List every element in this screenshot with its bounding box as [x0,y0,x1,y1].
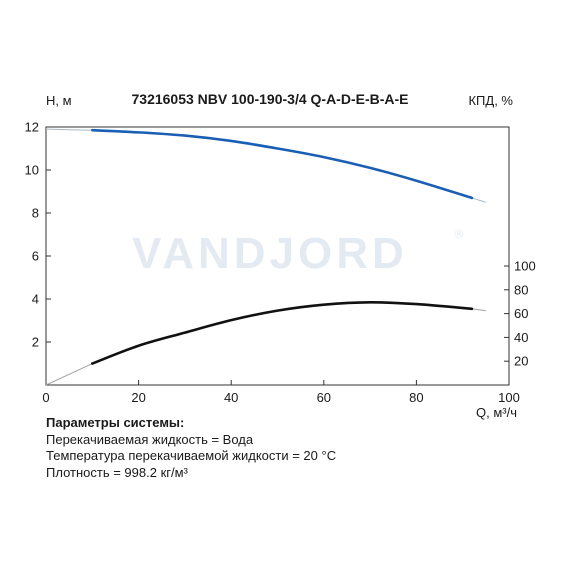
param-liquid: Перекачиваемая жидкость = Вода [46,431,254,447]
param-density: Плотность = 998.2 кг/м³ [46,464,188,480]
y-left-tick-label: 12 [25,120,39,135]
y-right-tick-label: 40 [514,330,528,345]
head-curve-extension-end [471,197,486,203]
y-right-tick-label: 80 [514,282,528,297]
y-right-tick-label: 60 [514,306,528,321]
x-tick-label: 100 [498,390,520,405]
efficiency-curve-extension-start [45,363,93,386]
watermark-text: VANDJORD [132,229,408,278]
head-curve-extension-start [45,128,93,131]
x-tick-label: 80 [409,390,423,405]
x-tick-label: 0 [42,390,49,405]
left-axis-label: H, м [46,93,72,108]
right-axis-ticks: 20 40 60 80 100 [504,259,536,369]
watermark-logo: VANDJORD ® [132,227,463,278]
head-curve [91,128,474,200]
y-left-tick-label: 2 [32,335,39,350]
efficiency-curve-extension-end [471,308,486,312]
y-left-tick-label: 4 [32,292,39,307]
y-left-tick-label: 8 [32,206,39,221]
chart-title: 73216053 NBV 100-190-3/4 Q-A-D-E-B-A-E [132,91,409,107]
system-parameters-title: Параметры системы: [46,415,185,430]
watermark-registered-mark: ® [455,227,464,241]
y-right-tick-label: 20 [514,354,528,369]
x-tick-label: 40 [224,390,238,405]
left-axis-ticks: 2 4 6 8 10 12 [25,120,51,350]
x-axis-label: Q, м³/ч [476,405,517,420]
right-axis-label: КПД, % [468,93,513,108]
efficiency-curve [91,300,474,365]
param-temperature: Температура перекачиваемой жидкости = 20… [46,448,337,463]
y-left-tick-label: 10 [25,163,39,178]
x-axis-ticks: 0 20 40 60 80 100 [42,380,520,405]
x-tick-label: 60 [317,390,331,405]
x-tick-label: 20 [131,390,145,405]
system-parameters: Параметры системы: Перекачиваемая жидкос… [46,415,336,481]
y-right-tick-label: 100 [514,259,536,274]
y-left-tick-label: 6 [32,249,39,264]
series-layer [45,128,486,386]
